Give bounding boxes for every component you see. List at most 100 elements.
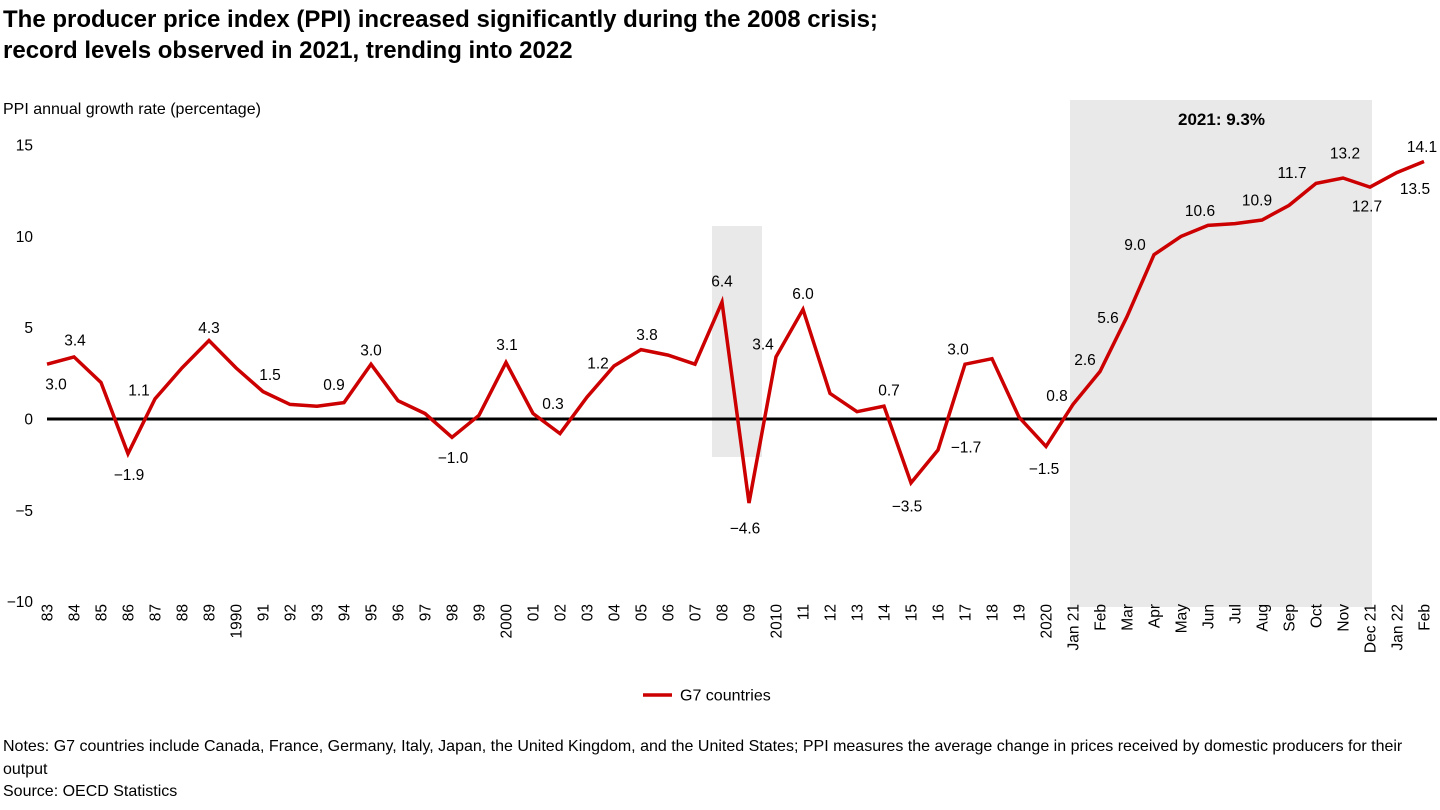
y-axis-tick-label: 10	[16, 229, 34, 246]
data-label: 3.0	[45, 377, 67, 394]
x-axis-tick-label: Jan 22	[1390, 604, 1407, 651]
data-label: 1.5	[259, 367, 281, 384]
x-axis-tick-label: 18	[985, 604, 1002, 621]
x-axis-tick-label: 83	[40, 604, 57, 621]
x-axis-tick-label: 92	[283, 604, 300, 621]
x-axis-tick-label: 96	[391, 604, 408, 621]
y-axis-tick-label: −10	[7, 594, 34, 611]
x-axis-tick-label: 06	[661, 604, 678, 621]
data-label: 3.8	[636, 327, 658, 344]
x-axis-tick-label: May	[1174, 604, 1191, 634]
x-axis-tick-label: Apr	[1147, 604, 1164, 628]
x-axis-tick-label: 19	[1012, 604, 1029, 621]
x-axis-tick-label: 13	[850, 604, 867, 621]
data-label: 1.2	[587, 356, 609, 373]
data-label: 10.6	[1185, 203, 1215, 220]
x-axis-tick-label: Sep	[1282, 604, 1299, 632]
x-axis-tick-label: Jan 21	[1066, 604, 1083, 651]
data-label: 1.1	[128, 382, 150, 399]
highlight-region-2021	[1070, 100, 1372, 607]
data-label: −3.5	[892, 498, 923, 515]
y-axis-tick-label: 5	[24, 320, 33, 337]
x-axis-tick-label: 03	[580, 604, 597, 621]
x-axis-tick-label: 94	[337, 604, 354, 622]
x-axis-tick-label: 05	[634, 604, 651, 621]
y-axis-caption: PPI annual growth rate (percentage)	[3, 101, 261, 118]
chart-notes: Notes: G7 countries include Canada, Fran…	[3, 738, 1403, 778]
data-label: −1.0	[438, 450, 469, 467]
x-axis-tick-label: 2010	[769, 604, 786, 639]
y-axis-tick-label: 0	[24, 412, 33, 429]
x-axis-tick-label: Mar	[1120, 604, 1137, 631]
data-label: 5.6	[1097, 310, 1119, 327]
data-label: 13.2	[1330, 145, 1360, 162]
x-axis-tick-label: 2020	[1039, 604, 1056, 639]
legend-label: G7 countries	[680, 688, 771, 705]
x-axis-tick-label: 98	[445, 604, 462, 621]
data-label: 0.7	[878, 383, 900, 400]
data-label: 14.1	[1407, 139, 1437, 156]
x-axis-tick-label: 01	[526, 604, 543, 621]
data-label: −1.9	[114, 467, 145, 484]
data-label: 3.4	[752, 336, 774, 353]
x-axis-tick-label: 08	[715, 604, 732, 621]
data-label: −4.6	[730, 520, 761, 537]
x-axis-tick-label: 97	[418, 604, 435, 621]
x-axis-tick-label: 02	[553, 604, 570, 621]
y-axis-tick-label: −5	[15, 503, 33, 520]
data-label: 6.0	[792, 286, 814, 303]
x-axis-tick-label: 88	[175, 604, 192, 621]
x-axis-tick-label: 1990	[229, 604, 246, 639]
x-axis-tick-label: 11	[796, 604, 813, 620]
chart-source: Source: OECD Statistics	[3, 783, 178, 800]
page-title: The producer price index (PPI) increased…	[3, 6, 878, 64]
x-axis-tick-label: 04	[607, 604, 624, 622]
y-axis-tick-label: 15	[16, 138, 33, 155]
x-axis-tick-label: 17	[958, 604, 975, 621]
x-axis-tick-label: 09	[742, 604, 759, 621]
data-label: 11.7	[1277, 165, 1306, 182]
data-label: −1.7	[951, 440, 982, 457]
data-label: 9.0	[1124, 237, 1146, 254]
data-label: 3.0	[947, 342, 969, 359]
ppi-line-chart: 2021: 9.3% 15 10 5 0 −5 −10 83 84 85 86 87 88 89 1990 9…	[7, 100, 1437, 705]
x-axis-tick-label: 89	[202, 604, 219, 621]
x-axis-tick-label: 93	[310, 604, 327, 621]
x-axis-tick-label: 16	[931, 604, 948, 621]
data-label: 10.9	[1242, 192, 1272, 209]
x-axis-tick-label: 91	[256, 604, 273, 621]
data-label: 0.3	[542, 396, 564, 413]
highlight-annotation: 2021: 9.3%	[1178, 110, 1265, 129]
x-axis-tick-label: 14	[877, 604, 894, 622]
data-label: 3.0	[360, 343, 382, 360]
x-axis-tick-label: Jun	[1201, 604, 1218, 629]
x-axis-tick-label: Oct	[1309, 603, 1326, 628]
data-label: 0.9	[323, 377, 345, 394]
g7-countries-line	[46, 159, 1425, 504]
x-axis-tick-label: 86	[121, 604, 138, 621]
x-axis-tick-label: Dec 21	[1363, 604, 1380, 653]
x-axis-tick-label: 99	[472, 604, 489, 621]
x-axis-tick-label: 15	[904, 604, 921, 621]
x-axis-tick-label: Feb	[1417, 604, 1434, 631]
data-label: 3.4	[64, 332, 86, 349]
data-label: 4.3	[198, 320, 220, 337]
data-label: 2.6	[1074, 352, 1096, 369]
data-label: 13.5	[1400, 181, 1430, 198]
x-axis-tick-label: Aug	[1255, 604, 1272, 632]
data-label: 12.7	[1352, 199, 1382, 216]
x-axis-tick-label: Feb	[1093, 604, 1110, 631]
data-label: 6.4	[711, 274, 733, 291]
x-axis-tick-label: 84	[67, 604, 84, 622]
x-axis-tick-label: Jul	[1228, 604, 1245, 624]
x-axis-tick-label: Nov	[1336, 604, 1353, 632]
data-label: −1.5	[1029, 461, 1060, 478]
x-axis-tick-label: 87	[148, 604, 165, 621]
x-axis-tick-label: 12	[823, 604, 840, 621]
x-axis-tick-label: 07	[688, 604, 705, 621]
data-label: 3.1	[496, 337, 518, 354]
x-axis-tick-label: 95	[364, 604, 381, 621]
x-axis-tick-label: 85	[94, 604, 111, 621]
data-label: 0.8	[1046, 388, 1068, 405]
x-axis-tick-label: 2000	[499, 604, 516, 639]
